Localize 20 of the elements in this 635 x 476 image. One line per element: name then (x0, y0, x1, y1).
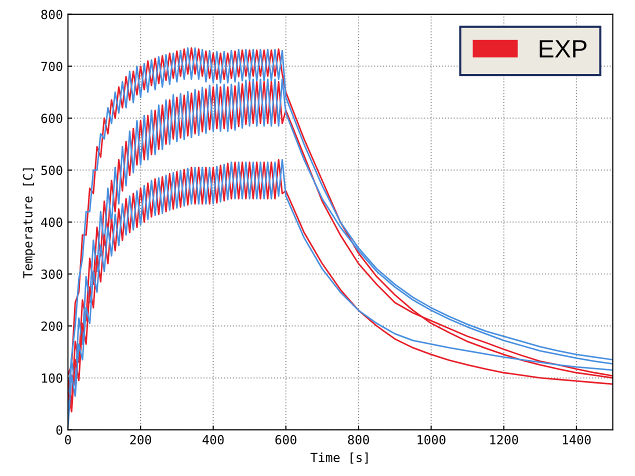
y-tick-label: 600 (41, 114, 62, 124)
y-axis-title: Temperature [C] (22, 168, 35, 278)
y-tick-label: 500 (41, 166, 62, 176)
x-tick-label: 400 (202, 434, 224, 444)
x-tick-label: 1200 (490, 434, 518, 444)
x-tick-label: 0 (64, 434, 71, 444)
y-tick-label: 0 (56, 425, 62, 435)
x-tick-label: 1400 (562, 434, 591, 444)
y-tick-label: 100 (42, 373, 62, 383)
legend-label: EXP (540, 40, 586, 58)
y-tick-label: 200 (41, 321, 62, 331)
y-tick-label: 700 (41, 62, 62, 72)
x-tick-label: 200 (130, 434, 152, 444)
x-tick-label: 600 (275, 434, 296, 444)
x-tick-label: 800 (348, 434, 369, 444)
y-tick-label: 800 (41, 10, 62, 20)
y-tick-label: 300 (41, 270, 62, 279)
x-tick-label: 1000 (418, 434, 446, 444)
y-tick-label: 400 (41, 218, 62, 228)
x-axis-title: Time [s] (310, 452, 368, 464)
